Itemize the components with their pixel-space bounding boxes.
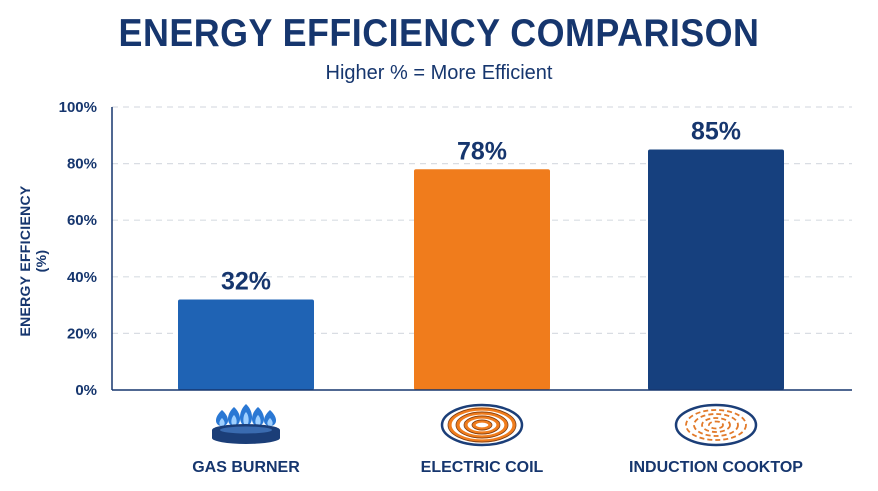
y-tick-label: 0% [75,382,97,399]
chart-title: ENERGY EFFICIENCY COMPARISON [118,12,760,55]
y-tick-label: 60% [67,212,97,229]
data-label: 85% [691,117,741,145]
y-tick-label: 40% [67,269,97,286]
category-icons [212,403,758,447]
y-tick-label: 80% [67,156,97,173]
bar [178,299,314,390]
category-label: ELECTRIC COIL [421,459,544,476]
chart-subtitle: Higher % = More Efficient [325,62,553,84]
bar [414,169,550,390]
induction-coil-icon [674,403,758,447]
category-labels: GAS BURNER ELECTRIC COIL INDUCTION COOKTOP [192,459,803,476]
data-labels: 32% 78% 85% [221,117,741,295]
gas-flame-icon [212,404,280,444]
data-label: 32% [221,267,271,295]
y-tick-labels: 0% 20% 40% 60% 80% 100% [59,99,97,399]
electric-coil-icon [440,403,524,447]
data-label: 78% [457,137,507,165]
category-label: INDUCTION COOKTOP [629,459,803,476]
bars [178,149,784,390]
y-tick-label: 20% [67,325,97,342]
bar [648,149,784,390]
axes [111,107,852,391]
y-tick-label: 100% [59,99,97,116]
category-label: GAS BURNER [192,459,300,476]
